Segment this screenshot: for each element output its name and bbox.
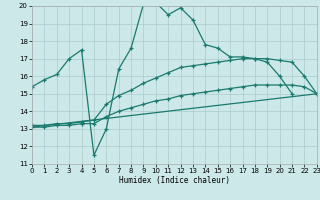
X-axis label: Humidex (Indice chaleur): Humidex (Indice chaleur)	[119, 176, 230, 185]
